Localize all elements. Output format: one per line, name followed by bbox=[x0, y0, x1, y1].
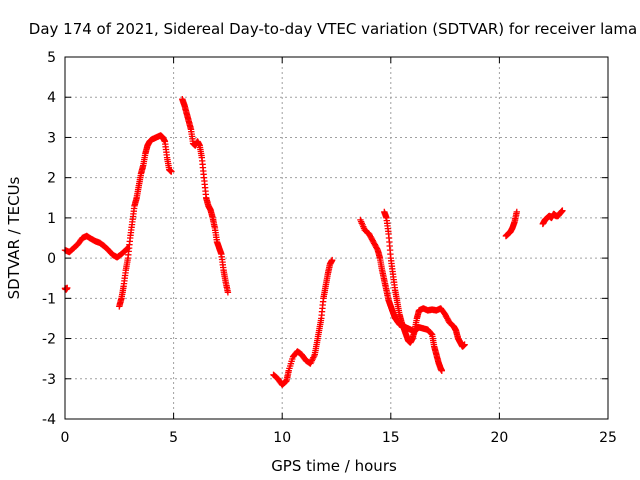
data-point bbox=[438, 367, 445, 374]
y-tick-label: -4 bbox=[42, 412, 56, 428]
y-tick-label: 5 bbox=[47, 50, 56, 66]
y-tick-label: -3 bbox=[42, 372, 56, 388]
x-tick-label: 5 bbox=[169, 430, 178, 446]
data-point bbox=[428, 330, 435, 337]
data-point bbox=[559, 207, 566, 214]
x-tick-label: 15 bbox=[382, 430, 400, 446]
axis-ticks: 0 5 10 15 20 25 -4 -3 -2 -1 0 1 2 3 4 5 bbox=[42, 50, 617, 446]
y-tick-label: -2 bbox=[42, 332, 56, 348]
x-tick-label: 0 bbox=[61, 430, 70, 446]
y-tick-label: 1 bbox=[47, 211, 56, 227]
data-point bbox=[461, 341, 468, 348]
x-axis-label: GPS time / hours bbox=[271, 457, 397, 475]
data-point bbox=[329, 256, 336, 264]
plot-frame bbox=[64, 56, 609, 420]
data-points bbox=[61, 96, 566, 388]
y-tick-label: 4 bbox=[47, 90, 56, 106]
y-tick-label: 3 bbox=[47, 130, 56, 146]
y-tick-label: -1 bbox=[42, 291, 56, 307]
y-tick-label: 2 bbox=[47, 171, 56, 187]
data-point bbox=[168, 168, 175, 175]
data-point bbox=[224, 289, 232, 296]
y-tick-label: 0 bbox=[47, 251, 56, 267]
chart-title: Day 174 of 2021, Sidereal Day-to-day VTE… bbox=[29, 20, 637, 38]
data-point bbox=[513, 208, 520, 216]
x-tick-label: 25 bbox=[599, 430, 617, 446]
y-axis-label: SDTVAR / TECUs bbox=[5, 176, 23, 299]
x-tick-label: 10 bbox=[273, 430, 291, 446]
data-point bbox=[308, 357, 316, 364]
grid bbox=[65, 57, 608, 419]
x-tick-label: 20 bbox=[490, 430, 508, 446]
